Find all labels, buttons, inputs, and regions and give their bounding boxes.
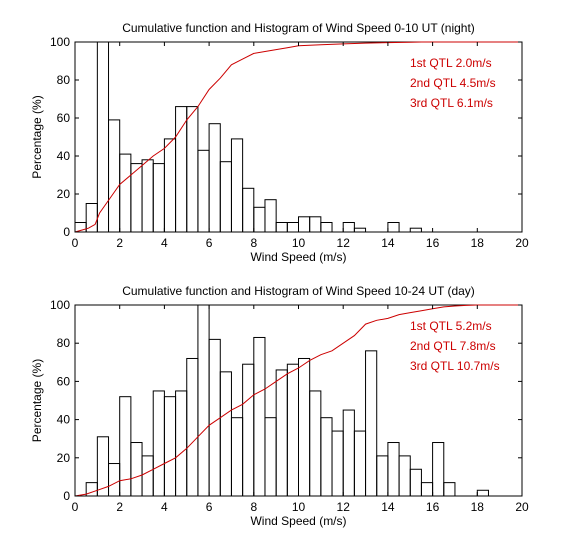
x-tick-label: 0 bbox=[72, 236, 79, 250]
y-tick-label: 100 bbox=[50, 298, 70, 312]
x-tick-label: 2 bbox=[116, 500, 123, 514]
quartile-annotation: 3rd QTL 10.7m/s bbox=[410, 359, 500, 373]
chart-title: Cumulative function and Histogram of Win… bbox=[122, 21, 475, 35]
x-axis-label: Wind Speed (m/s) bbox=[250, 514, 346, 528]
x-tick-label: 18 bbox=[471, 236, 485, 250]
x-tick-label: 8 bbox=[250, 236, 257, 250]
quartile-annotation: 3rd QTL 6.1m/s bbox=[410, 96, 493, 110]
x-tick-label: 16 bbox=[426, 500, 440, 514]
chart-night: 0 2 4 6 8 10 12 14 16 18 20 0 20 40 60 80 100 Cumulative … bbox=[30, 21, 529, 264]
quartile-annotation: 2nd QTL 4.5m/s bbox=[410, 76, 496, 90]
plot-area bbox=[74, 41, 523, 233]
x-tick-label: 4 bbox=[161, 236, 168, 250]
y-axis-label: Percentage (%) bbox=[30, 359, 44, 442]
histogram-bar bbox=[230, 138, 244, 233]
x-tick-label: 8 bbox=[250, 500, 257, 514]
histogram-bar bbox=[387, 222, 400, 233]
histogram-bar bbox=[443, 482, 456, 497]
y-tick-label: 0 bbox=[63, 225, 70, 239]
histogram-bar bbox=[365, 350, 378, 497]
x-tick-label: 6 bbox=[206, 236, 213, 250]
x-tick-label: 0 bbox=[72, 500, 79, 514]
y-tick-label: 60 bbox=[57, 111, 71, 125]
histogram-bar bbox=[409, 227, 422, 233]
cumulative-curve bbox=[74, 304, 522, 497]
x-tick-label: 14 bbox=[381, 500, 395, 514]
histogram-bar bbox=[264, 199, 277, 233]
histogram-bar bbox=[342, 222, 355, 233]
histogram-bar bbox=[353, 227, 367, 233]
histogram-bar bbox=[320, 222, 333, 233]
x-tick-label: 10 bbox=[292, 500, 306, 514]
y-tick-label: 20 bbox=[57, 451, 71, 465]
y-tick-label: 20 bbox=[57, 187, 71, 201]
x-tick-label: 4 bbox=[161, 500, 168, 514]
x-tick-label: 14 bbox=[381, 236, 395, 250]
y-tick-label: 100 bbox=[50, 35, 70, 49]
x-tick-label: 20 bbox=[515, 236, 529, 250]
x-tick-label: 6 bbox=[206, 500, 213, 514]
chart-title: Cumulative function and Histogram of Win… bbox=[122, 284, 475, 298]
y-axis-label: Percentage (%) bbox=[30, 95, 44, 178]
histogram-bar bbox=[432, 442, 445, 497]
x-tick-label: 12 bbox=[337, 500, 351, 514]
quartile-annotation: 2nd QTL 7.8m/s bbox=[410, 339, 496, 353]
y-tick-label: 0 bbox=[63, 489, 70, 503]
x-tick-label: 2 bbox=[116, 236, 123, 250]
chart-day: 0 2 4 6 8 10 12 14 16 18 20 0 20 40 60 80 100 Cumulative … bbox=[30, 284, 529, 528]
x-tick-label: 12 bbox=[337, 236, 351, 250]
y-tick-label: 80 bbox=[57, 73, 71, 87]
histogram-bar bbox=[253, 336, 266, 497]
x-axis-label: Wind Speed (m/s) bbox=[250, 250, 346, 264]
x-tick-label: 16 bbox=[426, 236, 440, 250]
x-tick-label: 10 bbox=[292, 236, 306, 250]
x-tick-label: 18 bbox=[471, 500, 485, 514]
quartile-annotation: 1st QTL 2.0m/s bbox=[410, 56, 492, 70]
y-tick-label: 40 bbox=[57, 149, 71, 163]
y-tick-label: 40 bbox=[57, 413, 71, 427]
y-tick-label: 60 bbox=[57, 374, 71, 388]
quartile-annotation: 1st QTL 5.2m/s bbox=[410, 319, 492, 333]
y-tick-label: 80 bbox=[57, 336, 71, 350]
x-tick-label: 20 bbox=[515, 500, 529, 514]
